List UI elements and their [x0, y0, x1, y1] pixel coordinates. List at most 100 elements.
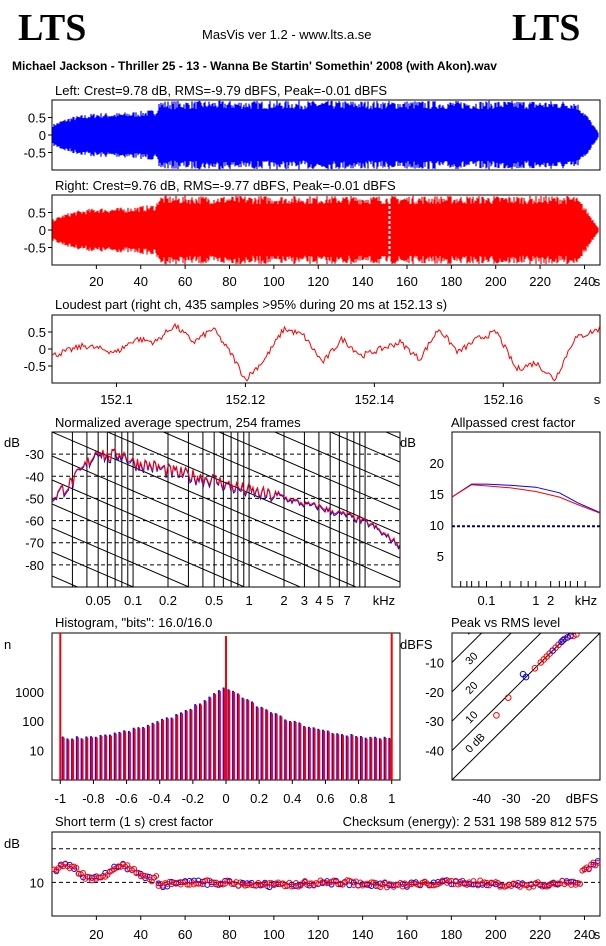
right-title: Right: Crest=9.76 dB, RMS=-9.77 dBFS, Pe…: [55, 178, 396, 193]
right-xtick-label: 100: [263, 274, 285, 289]
shortcrest-right-point: [282, 883, 288, 890]
spectrum-slope-line: [273, 432, 400, 487]
peakrms-diagonal: [452, 633, 600, 780]
shortcrest-xtick-label: 20: [89, 927, 103, 942]
shortcrest-right-point: [250, 882, 257, 889]
shortcrest-xtick-label: 100: [263, 927, 285, 942]
peakrms-point: [546, 650, 553, 657]
shortcrest-xtick-label: 240: [574, 927, 596, 942]
spectrum-ytick-label: -30: [25, 447, 44, 462]
crest-ytick-label: 5: [437, 549, 444, 564]
loudest-xtick-label: 152.12: [226, 392, 266, 407]
histogram-xtick-label: 0.6: [316, 791, 334, 806]
shortcrest-right-point: [594, 859, 601, 866]
spectrum-slope-line: [52, 479, 302, 587]
peakrms-point: [558, 638, 565, 646]
crest-left-series: [451, 483, 601, 514]
peakrms-diagonal-label: 20: [463, 680, 480, 697]
shortcrest-left-point: [448, 881, 455, 888]
crest-xunit: kHz: [575, 593, 597, 608]
peakrms-point: [493, 712, 500, 719]
shortcrest-xtick-label: 180: [441, 927, 463, 942]
lts-logo-left: LTS: [18, 7, 87, 49]
histogram-xtick-label: -0.2: [182, 791, 204, 806]
shortcrest-right-point: [415, 881, 421, 888]
shortcrest-points: [51, 858, 601, 891]
shortcrest-left-point: [164, 883, 171, 890]
peakrms-ytick-label: -40: [425, 744, 444, 759]
loudest-ytick-label: -0.5: [24, 359, 46, 374]
right-xunit: s: [594, 274, 601, 289]
histogram-bars: [59, 633, 393, 780]
shortcrest-left-point: [328, 881, 335, 888]
peakrms-diagonal: [452, 633, 542, 722]
left-waveform: [52, 100, 599, 170]
peakrms-plot: 40 30 20 10 0 dB: [452, 621, 600, 780]
loudest-frame: [51, 314, 601, 384]
right-xtick-label: 80: [222, 274, 236, 289]
shortcrest-xtick-label: 60: [178, 927, 192, 942]
peakrms-ytick-label: -10: [425, 655, 444, 670]
lts-logo-right: LTS: [512, 7, 581, 49]
peakrms-xtick-label: -40: [472, 791, 491, 806]
crest-ytick-label: 20: [430, 456, 444, 471]
peakrms-point: [531, 664, 539, 672]
peakrms-ylabel: dBFS: [400, 637, 433, 652]
histogram-ytick-label: 100: [22, 714, 44, 729]
right-xtick-label: 160: [396, 274, 418, 289]
histogram-xtick-label: 0.4: [283, 791, 301, 806]
spectrum-slope-line: [162, 432, 400, 535]
spectrum-slope-line: [217, 432, 400, 511]
right-xtick-label: 120: [307, 274, 329, 289]
spectrum-xtick-label: 0.5: [205, 593, 223, 608]
crest-ytick-label: 15: [430, 487, 444, 502]
spectrum-xtick-label: 2: [280, 593, 287, 608]
spectrum-ytick-label: -50: [25, 491, 44, 506]
peakrms-diagonal: [452, 633, 483, 664]
shortcrest-xtick-label: 140: [352, 927, 374, 942]
loudest-ytick-label: 0: [39, 342, 46, 357]
histogram-xtick-label: -0.8: [82, 791, 104, 806]
shortcrest-right-point: [80, 870, 86, 876]
file-title: Michael Jackson - Thriller 25 - 13 - Wan…: [12, 59, 497, 73]
peakrms-point: [519, 670, 527, 678]
left-title: Left: Crest=9.78 dB, RMS=-9.79 dBFS, Pea…: [55, 83, 387, 98]
checksum-label: Checksum (energy): 2 531 198 589 812 575: [343, 814, 597, 829]
shortcrest-xtick-label: 120: [307, 927, 329, 942]
histogram-xtick-label: 1: [388, 791, 395, 806]
right-xtick-label: 180: [441, 274, 463, 289]
peakrms-point: [559, 637, 567, 644]
peakrms-diagonal-label: 40: [463, 621, 480, 638]
histogram-xtick-label: -1: [55, 791, 67, 806]
spectrum-xtick-label: 0.05: [86, 593, 111, 608]
peakrms-frame: [451, 632, 601, 781]
spectrum-slope-line: [52, 503, 246, 587]
loudest-ytick-label: 0.5: [28, 325, 46, 340]
histogram-ytick-label: 1000: [15, 685, 44, 700]
peakrms-point: [540, 656, 548, 663]
shortcrest-ytick-label: 10: [30, 875, 44, 890]
crest-ylabel: dB: [400, 435, 416, 450]
spectrum-ytick-label: -40: [25, 469, 44, 484]
peakrms-diagonal-label: 30: [463, 650, 480, 667]
peakrms-diagonal-label: 0 dB: [463, 731, 487, 755]
right-xtick-label: 20: [89, 274, 103, 289]
peakrms-diagonal-label: 10: [463, 709, 480, 726]
loudest-xunit: s: [594, 392, 601, 407]
peakrms-point: [573, 633, 580, 638]
shortcrest-left-point: [483, 882, 490, 889]
shortcrest-xtick-label: 160: [396, 927, 418, 942]
shortcrest-left-point: [594, 858, 601, 864]
spectrum-title: Normalized average spectrum, 254 frames: [55, 415, 301, 430]
loudest-xtick-label: 152.16: [483, 392, 523, 407]
crest-title: Allpassed crest factor: [451, 415, 576, 430]
histogram-ylabel: n: [4, 637, 11, 652]
shortcrest-right-point: [73, 864, 80, 871]
histogram-xtick-label: 0: [222, 791, 229, 806]
spectrum-slope-line: [52, 432, 400, 583]
peakrms-title: Peak vs RMS level: [451, 615, 560, 630]
peakrms-point: [552, 644, 559, 652]
spectrum-slope-line: [52, 551, 135, 587]
right-ytick-label: 0: [39, 223, 46, 238]
